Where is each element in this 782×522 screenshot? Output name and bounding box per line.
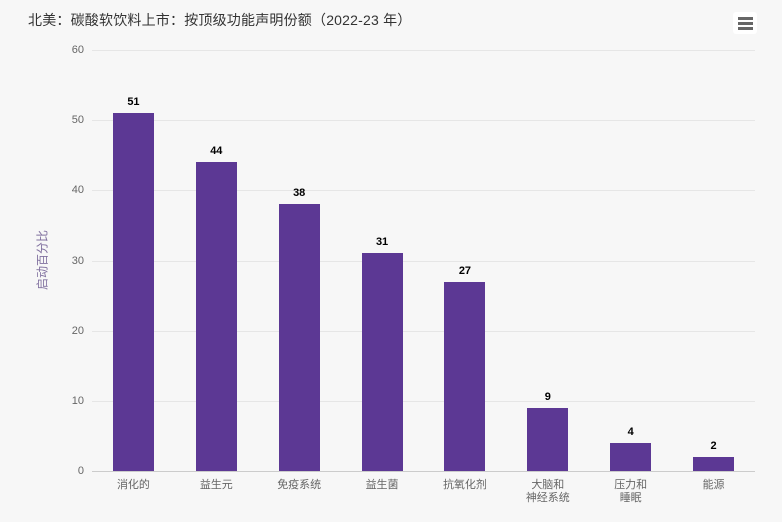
y-tick-label: 20 (71, 324, 84, 337)
gridline (92, 120, 755, 122)
x-category-label: 免疫系统 (277, 479, 322, 491)
bar-value-label: 9 (544, 390, 551, 403)
bar-value-label: 38 (293, 187, 306, 200)
bar-2[interactable] (278, 204, 320, 471)
bar-7[interactable] (693, 456, 735, 471)
bar-value-label: 31 (375, 236, 389, 249)
bar-value-label: 2 (710, 439, 717, 452)
x-category-label: 抗氧化剂 (442, 479, 487, 491)
y-tick-label: 0 (77, 465, 84, 477)
bar-0[interactable] (112, 113, 154, 471)
y-tick-label: 30 (71, 254, 84, 267)
x-category-label: 压力和 睡眠 (614, 479, 648, 504)
bar-1[interactable] (195, 162, 237, 471)
bar-value-label: 51 (127, 96, 140, 109)
x-category-label: 消化的 (116, 479, 150, 491)
x-category-label: 益生菌 (365, 479, 399, 491)
chart-context-menu-button[interactable] (733, 12, 757, 34)
y-tick-label: 40 (71, 184, 84, 197)
bar-value-label: 44 (210, 145, 223, 158)
x-category-label: 益生元 (199, 479, 233, 491)
y-axis-title: 启动百分比 (35, 229, 50, 291)
bar-5[interactable] (527, 407, 569, 471)
x-axis-line (92, 471, 755, 472)
y-tick-label: 10 (71, 394, 84, 407)
x-category-label: 大脑和 神经系统 (525, 479, 570, 504)
bar-value-label: 27 (458, 264, 472, 277)
bar-6[interactable] (610, 442, 652, 471)
gridline (92, 260, 755, 262)
x-category-label: 能源 (702, 479, 725, 491)
y-tick-label: 50 (71, 114, 84, 127)
gridline (92, 400, 755, 402)
gridline (92, 190, 755, 192)
gridline (92, 50, 755, 51)
plot-area: 51 44 38 31 27 9 4 2 (92, 50, 755, 472)
chart-title: 北美：碳酸软饮料上市：按顶级功能声明份额（2022-23 年） (28, 12, 412, 28)
y-tick-label: 60 (71, 44, 84, 56)
gridline (92, 330, 755, 332)
bar-value-label: 4 (627, 425, 634, 438)
bar-4[interactable] (444, 281, 486, 471)
bar-3[interactable] (361, 253, 403, 471)
hamburger-icon (737, 16, 753, 30)
